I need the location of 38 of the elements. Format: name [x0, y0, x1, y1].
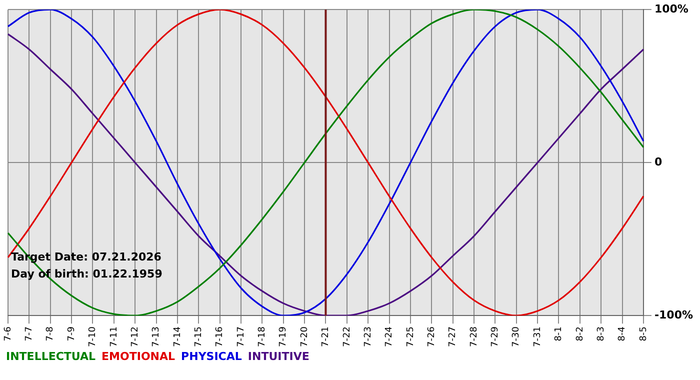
x-tick-label: 7-25 — [406, 326, 416, 348]
x-tick-label: 7-16 — [215, 326, 226, 348]
x-tick-label: 7-27 — [448, 326, 458, 348]
x-tick-label: 7-6 — [3, 326, 14, 342]
x-tick-label: 7-31 — [532, 326, 543, 348]
x-tick-label: 8-4 — [618, 326, 628, 342]
y-tick-label: 100% — [654, 2, 688, 16]
x-tick-label: 7-10 — [88, 326, 98, 348]
text: INTUITIVE — [248, 350, 310, 363]
x-tick-label: 7-8 — [46, 326, 56, 342]
x-tick-label: 7-12 — [130, 326, 140, 348]
x-tick-label: 7-19 — [278, 326, 289, 348]
x-tick-label: 7-15 — [194, 326, 204, 348]
text: PHYSICAL — [181, 350, 242, 363]
x-tick-label: 8-3 — [596, 326, 606, 342]
text: INTELLECTUAL — [6, 350, 96, 363]
x-tick-label: 7-18 — [258, 326, 268, 348]
x-tick-label: 7-17 — [236, 326, 246, 348]
y-tick-label: -100% — [654, 308, 694, 322]
x-tick-label: 7-13 — [152, 326, 162, 348]
x-tick-label: 7-21 — [321, 326, 332, 348]
x-tick-label: 7-9 — [66, 326, 77, 342]
x-tick-label: 7-11 — [109, 326, 120, 348]
x-tick-label: 7-28 — [469, 326, 480, 348]
x-tick-label: 8-2 — [575, 326, 586, 342]
x-tick-label: 7-30 — [512, 326, 522, 348]
x-tick-label: 7-24 — [384, 326, 395, 348]
x-tick-label: 8-1 — [554, 326, 564, 342]
x-tick-label: 7-29 — [490, 326, 501, 348]
x-tick-label: 7-22 — [342, 326, 352, 348]
x-tick-label: 7-7 — [24, 326, 35, 342]
y-tick-label: 0 — [654, 155, 662, 168]
x-tick-label: 7-14 — [172, 326, 183, 348]
text: EMOTIONAL — [102, 350, 176, 363]
x-tick-label: 7-20 — [300, 326, 310, 348]
x-tick-label: 7-23 — [363, 326, 374, 348]
x-tick-label: 8-5 — [638, 326, 649, 342]
x-tick-label: 7-26 — [426, 326, 437, 348]
